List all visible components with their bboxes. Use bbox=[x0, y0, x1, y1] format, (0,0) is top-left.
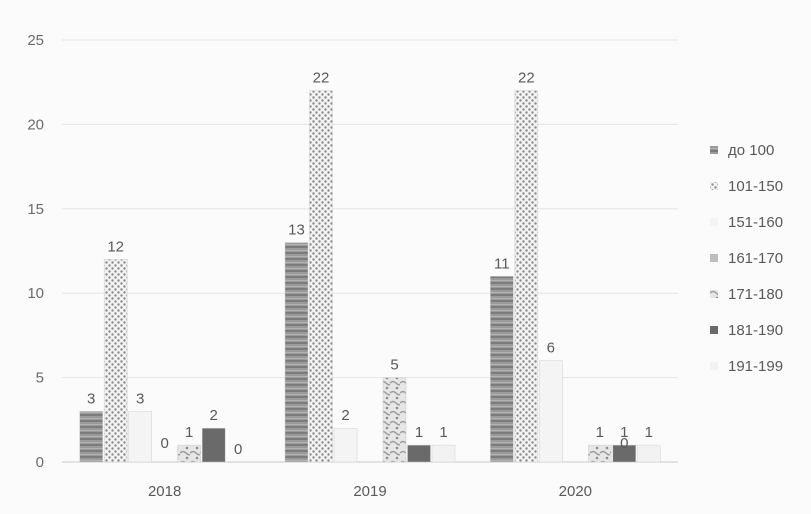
data-label: 13 bbox=[288, 222, 305, 239]
legend-swatch bbox=[710, 362, 718, 370]
bar-2020-101-150 bbox=[514, 90, 539, 463]
gridlines bbox=[62, 39, 678, 463]
x-tick-label: 2019 bbox=[353, 483, 386, 500]
legend-swatch bbox=[710, 218, 718, 226]
legend: до 100 101-150 151-160 161-170 171-180 181-19… bbox=[710, 142, 783, 375]
bars bbox=[79, 90, 661, 463]
y-axis: 0 5 10 15 20 25 bbox=[27, 32, 44, 471]
bar-2020-171-180 bbox=[588, 444, 612, 463]
y-tick-label: 0 bbox=[36, 454, 44, 471]
bar-2019-181-190 bbox=[407, 444, 431, 463]
legend-label: 151-160 bbox=[728, 214, 783, 231]
data-label-extra: 0 bbox=[160, 435, 168, 452]
data-label: 11 bbox=[494, 255, 510, 272]
data-label: 12 bbox=[107, 238, 124, 255]
data-label: 2 bbox=[341, 407, 349, 424]
data-label: 22 bbox=[313, 70, 330, 87]
data-label: 3 bbox=[87, 390, 95, 407]
data-label: 2 bbox=[209, 407, 217, 424]
data-label: 0 bbox=[234, 441, 242, 458]
bar-2018-181-190 bbox=[201, 427, 226, 463]
legend-label: до 100 bbox=[728, 142, 774, 159]
y-tick-label: 25 bbox=[27, 32, 44, 49]
data-label-extra: 0 bbox=[620, 435, 628, 452]
data-label: 1 bbox=[185, 424, 193, 441]
x-tick-label: 2020 bbox=[559, 483, 592, 500]
y-tick-label: 5 bbox=[36, 370, 44, 387]
bar-2018-171-180 bbox=[177, 444, 201, 463]
bar-2019-151-160 bbox=[333, 427, 358, 463]
legend-swatch bbox=[710, 326, 718, 334]
legend-swatch bbox=[710, 290, 718, 298]
bar-2018-151-160 bbox=[128, 411, 152, 463]
data-label: 1 bbox=[645, 424, 653, 441]
data-label: 5 bbox=[390, 357, 398, 374]
data-label: 3 bbox=[136, 390, 144, 407]
bar-2019-191-199 bbox=[431, 444, 456, 463]
bar-2020-до-100 bbox=[490, 276, 514, 463]
bar-2019-171-180 bbox=[382, 377, 407, 463]
bar-2019-101-150 bbox=[309, 90, 333, 463]
bar-2020-151-160 bbox=[539, 360, 563, 463]
y-tick-label: 15 bbox=[27, 201, 44, 218]
bar-2019-до-100 bbox=[284, 242, 309, 463]
data-label: 1 bbox=[439, 424, 447, 441]
data-label: 22 bbox=[518, 70, 535, 87]
x-axis: 2018 2019 2020 bbox=[148, 483, 592, 500]
legend-label: 101-150 bbox=[728, 178, 783, 195]
legend-label: 171-180 bbox=[728, 286, 783, 303]
legend-label: 191-199 bbox=[728, 358, 783, 375]
x-tick-label: 2018 bbox=[148, 483, 181, 500]
data-label: 6 bbox=[547, 340, 555, 357]
y-tick-label: 10 bbox=[27, 285, 44, 302]
legend-label: 181-190 bbox=[728, 322, 783, 339]
bar-2018-до-100 bbox=[79, 411, 103, 463]
bar-2020-181-190 bbox=[612, 444, 637, 463]
data-label: 1 bbox=[596, 424, 604, 441]
bar-2018-101-150 bbox=[103, 259, 128, 463]
bar-2020-191-199 bbox=[637, 444, 661, 463]
data-label: 1 bbox=[620, 424, 628, 441]
legend-swatch bbox=[710, 146, 718, 154]
legend-swatch bbox=[710, 182, 718, 190]
legend-swatch bbox=[710, 254, 718, 262]
legend-label: 161-170 bbox=[728, 250, 783, 267]
y-tick-label: 20 bbox=[27, 116, 44, 133]
data-label: 1 bbox=[415, 424, 423, 441]
